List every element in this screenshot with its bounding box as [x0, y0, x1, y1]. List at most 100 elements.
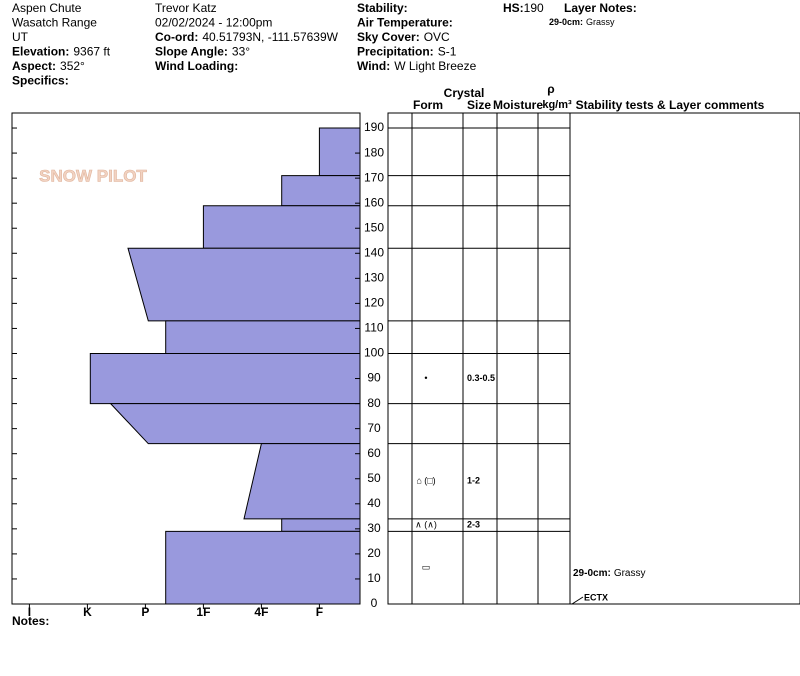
- field-value: W Light Breeze: [394, 59, 476, 73]
- hardness-layer: [165, 320, 361, 354]
- field-label: Precipitation:: [357, 45, 434, 59]
- hardness-layer: [243, 443, 361, 520]
- depth-label: 20: [367, 546, 381, 560]
- hardness-layer: [281, 518, 361, 532]
- header-field: Stability:: [357, 1, 408, 15]
- header-field: UT: [12, 30, 29, 44]
- header-field: Precipitation: S-1: [357, 45, 457, 59]
- note-range: 29-0cm:: [549, 17, 583, 27]
- hardness-layer: [165, 530, 361, 605]
- field-value: UT: [12, 30, 29, 44]
- depth-label: 0: [371, 596, 378, 610]
- depth-label: 170: [364, 170, 384, 184]
- rho-header: ρ: [547, 82, 554, 96]
- moisture-header: Moisture: [493, 98, 543, 112]
- header-field: Aspen Chute: [12, 1, 82, 15]
- comment-range: 29-0cm:: [573, 568, 611, 579]
- field-value: S-1: [438, 45, 457, 59]
- test-arrow: [571, 596, 584, 605]
- header-field: Trevor Katz: [155, 1, 217, 15]
- field-label: Elevation:: [12, 45, 69, 59]
- crystal-form: ⌂ (□): [416, 476, 435, 486]
- density-header: kg/m³: [542, 99, 572, 111]
- depth-label: 120: [364, 296, 384, 310]
- field-value: 02/02/2024 - 12:00pm: [155, 16, 272, 30]
- header-field: Elevation: 9367 ft: [12, 45, 111, 59]
- depth-label: 80: [367, 396, 381, 410]
- depth-label: 90: [367, 371, 381, 385]
- field-label: Wind:: [357, 59, 390, 73]
- header-field: Wind: W Light Breeze: [357, 59, 477, 73]
- depth-label: 50: [367, 471, 381, 485]
- header-field: Slope Angle: 33°: [155, 45, 250, 59]
- header-field: Wasatch Range: [12, 16, 97, 30]
- layer-note: 29-0cm: Grassy: [549, 17, 615, 27]
- depth-label: 160: [364, 195, 384, 209]
- note-text: Grassy: [586, 17, 615, 27]
- depth-label: 60: [367, 446, 381, 460]
- header-field: 02/02/2024 - 12:00pm: [155, 16, 272, 30]
- hardness-label: F: [316, 605, 323, 619]
- hs-value: 190: [524, 1, 544, 15]
- crystal-form: ∧ (∧): [415, 519, 437, 529]
- hardness-label: P: [141, 605, 149, 619]
- field-value: 33°: [232, 45, 250, 59]
- field-label: Slope Angle:: [155, 45, 228, 59]
- hardness-label: 1F: [196, 605, 210, 619]
- notes: Notes:: [12, 614, 49, 628]
- depth-label: 130: [364, 271, 384, 285]
- hardness-layer: [109, 403, 361, 445]
- depth-label: 10: [367, 571, 381, 585]
- table-frame: [387, 112, 800, 605]
- crystal-form: •: [424, 373, 427, 383]
- header-field: Wind Loading:: [155, 59, 238, 73]
- comment-text: Grassy: [614, 568, 646, 579]
- crystal-form: ▭: [422, 562, 431, 572]
- field-label: Specifics:: [12, 74, 69, 88]
- field-value: 9367 ft: [73, 45, 110, 59]
- hs-label: HS:: [503, 1, 524, 15]
- field-label: Co-ord:: [155, 30, 198, 44]
- depth-label: 180: [364, 145, 384, 159]
- field-value: Wasatch Range: [12, 16, 97, 30]
- crystal-size: 2-3: [467, 519, 480, 529]
- crystal-size: 0.3-0.5: [467, 373, 495, 383]
- logo: SNOW PILOT: [39, 166, 147, 185]
- header-field: Co-ord: 40.51793N, -111.57639W: [155, 30, 339, 44]
- field-value: OVC: [424, 30, 450, 44]
- field-label: Aspect:: [12, 59, 56, 73]
- header-field: Air Temperature:: [357, 16, 453, 30]
- depth-label: 40: [367, 496, 381, 510]
- field-value: 352°: [60, 59, 85, 73]
- hardness-label: I: [28, 605, 31, 619]
- hs: HS:190: [503, 1, 544, 15]
- hardness-label: 4F: [254, 605, 268, 619]
- depth-label: 110: [364, 321, 383, 335]
- header-field: Sky Cover: OVC: [357, 30, 450, 44]
- field-label: Sky Cover:: [357, 30, 420, 44]
- field-label: Wind Loading:: [155, 59, 238, 73]
- header-field: Aspect: 352°: [12, 59, 85, 73]
- depth-label: 70: [367, 421, 381, 435]
- form-header: Form: [413, 98, 443, 112]
- hardness-label: K: [83, 605, 92, 619]
- field-label: Stability:: [357, 1, 408, 15]
- depth-label: 30: [367, 521, 381, 535]
- hardness-layer: [127, 247, 361, 322]
- layer-comment: 29-0cm: Grassy: [573, 568, 645, 579]
- field-value: Trevor Katz: [155, 1, 217, 15]
- comments-header: Stability tests & Layer comments: [576, 98, 765, 112]
- test-result: ECTX: [584, 592, 608, 602]
- hardness-layer: [318, 127, 361, 177]
- table-columns: [411, 113, 571, 604]
- header-field: Specifics:: [12, 74, 69, 88]
- depth-label: 190: [364, 120, 384, 134]
- hardness-layer: [202, 205, 361, 249]
- field-value: 40.51793N, -111.57639W: [202, 30, 338, 44]
- hardness-layer: [89, 352, 361, 405]
- crystal-size: 1-2: [467, 476, 480, 486]
- field-label: Air Temperature:: [357, 16, 453, 30]
- depth-label: 100: [364, 346, 384, 360]
- size-header: Size: [467, 98, 491, 112]
